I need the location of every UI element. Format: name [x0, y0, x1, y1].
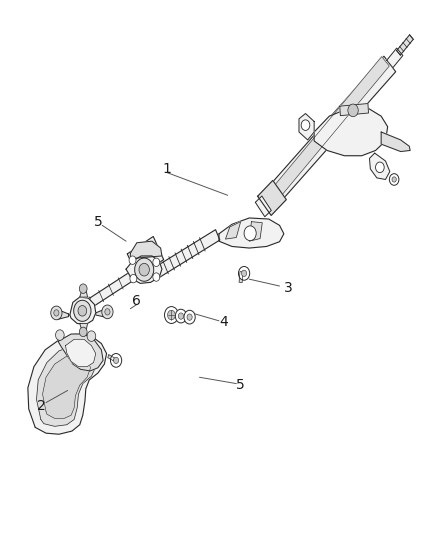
Polygon shape — [387, 48, 403, 68]
Circle shape — [178, 313, 184, 319]
Polygon shape — [108, 355, 114, 361]
Circle shape — [153, 258, 160, 266]
Circle shape — [130, 274, 137, 283]
Circle shape — [56, 330, 64, 341]
Polygon shape — [267, 56, 389, 204]
Circle shape — [79, 327, 87, 337]
Text: 5: 5 — [94, 215, 102, 229]
Circle shape — [139, 263, 149, 276]
Polygon shape — [219, 218, 284, 248]
Circle shape — [134, 258, 154, 281]
Polygon shape — [226, 222, 240, 239]
Circle shape — [168, 310, 175, 320]
Polygon shape — [58, 334, 103, 371]
Circle shape — [78, 305, 87, 316]
Polygon shape — [370, 153, 390, 180]
Polygon shape — [397, 35, 413, 55]
Polygon shape — [249, 222, 262, 241]
Polygon shape — [36, 345, 96, 426]
Circle shape — [74, 300, 91, 321]
Circle shape — [389, 174, 399, 185]
Circle shape — [87, 331, 96, 342]
Circle shape — [187, 314, 192, 320]
Circle shape — [54, 310, 59, 316]
Circle shape — [79, 284, 87, 293]
Polygon shape — [299, 114, 314, 140]
Circle shape — [129, 256, 136, 264]
Circle shape — [348, 104, 358, 117]
Polygon shape — [261, 56, 396, 211]
Polygon shape — [131, 241, 162, 259]
Polygon shape — [80, 324, 88, 332]
Text: 2: 2 — [37, 399, 46, 413]
Circle shape — [105, 309, 110, 315]
Polygon shape — [56, 310, 68, 319]
Text: 4: 4 — [219, 315, 228, 329]
Polygon shape — [239, 272, 243, 282]
Circle shape — [165, 306, 178, 324]
Text: 3: 3 — [284, 280, 293, 295]
Polygon shape — [42, 354, 91, 418]
Circle shape — [241, 270, 247, 277]
Text: 6: 6 — [132, 294, 141, 308]
Polygon shape — [255, 196, 271, 217]
Polygon shape — [28, 334, 106, 434]
Polygon shape — [340, 103, 368, 116]
Circle shape — [375, 162, 384, 173]
Circle shape — [51, 306, 62, 320]
Circle shape — [153, 273, 160, 281]
Polygon shape — [96, 309, 107, 317]
Circle shape — [244, 226, 256, 241]
Circle shape — [102, 305, 113, 319]
Polygon shape — [80, 289, 88, 297]
Polygon shape — [127, 237, 164, 277]
Circle shape — [392, 177, 396, 182]
Polygon shape — [70, 297, 96, 325]
Text: 1: 1 — [162, 162, 172, 176]
Polygon shape — [66, 340, 96, 367]
Polygon shape — [126, 256, 162, 284]
Circle shape — [184, 310, 195, 324]
Polygon shape — [314, 108, 388, 156]
Text: 5: 5 — [236, 378, 245, 392]
Polygon shape — [258, 180, 286, 215]
Circle shape — [175, 309, 187, 323]
Circle shape — [301, 120, 310, 131]
Polygon shape — [154, 230, 220, 278]
Polygon shape — [381, 132, 410, 151]
Circle shape — [110, 353, 122, 367]
Polygon shape — [90, 273, 132, 306]
Circle shape — [113, 357, 119, 364]
Circle shape — [238, 266, 250, 280]
